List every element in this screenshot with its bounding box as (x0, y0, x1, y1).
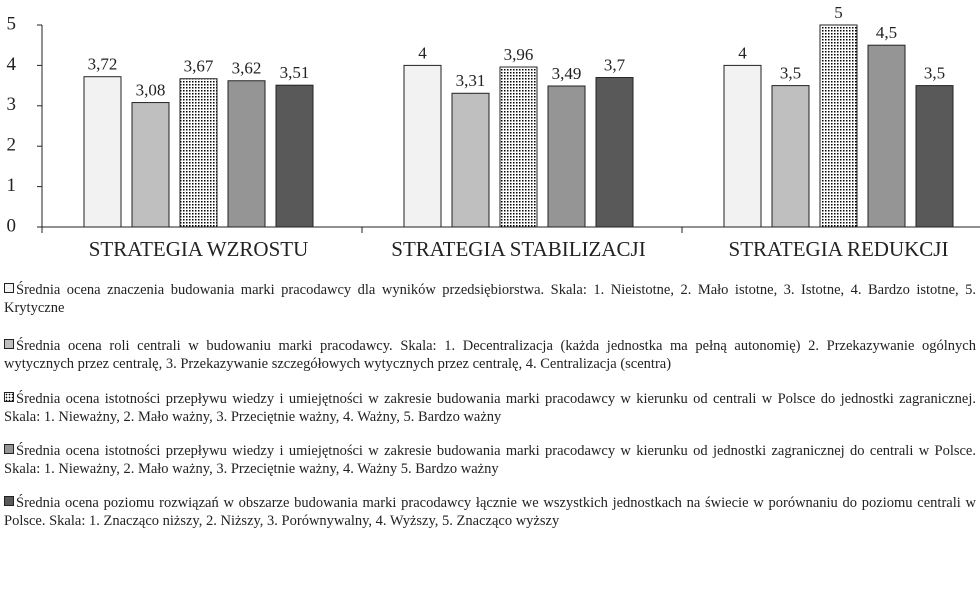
legend-swatch (4, 444, 14, 454)
x-tick-label: STRATEGIA REDUKCJI (729, 237, 949, 261)
y-tick-label: 5 (7, 13, 17, 34)
chart: 0 1 2 3 4 5 STRATEGIA WZROSTU 3,72 3,08 3,67 3,62 3… (7, 3, 980, 261)
value-label: 3,72 (88, 55, 118, 74)
x-tick-label: STRATEGIA STABILIZACJI (391, 237, 645, 261)
legend-label: Średnia ocena poziomu rozwiązań w obszar… (4, 495, 976, 529)
bar (499, 66, 538, 228)
value-label: 3,62 (232, 59, 262, 78)
bar (915, 85, 954, 228)
legend-label: Średnia ocena znaczenia budowania marki … (4, 282, 976, 316)
value-label: 3,67 (184, 57, 214, 76)
legend-swatch (4, 392, 14, 402)
bar (227, 80, 266, 228)
bar (451, 92, 490, 228)
bar (771, 85, 810, 228)
value-label: 3,31 (456, 71, 486, 90)
bar (83, 76, 122, 228)
value-label: 4 (418, 43, 427, 62)
legend-entry: Średnia ocena znaczenia budowania marki … (4, 282, 976, 317)
value-label: 4,5 (876, 23, 897, 42)
legend-entry: Średnia ocena roli centrali w budowaniu … (4, 338, 976, 373)
value-label: 3,96 (504, 45, 534, 64)
bar (179, 78, 218, 228)
value-label: 5 (834, 3, 843, 22)
legend-label: Średnia ocena istotności przepływu wiedz… (4, 391, 976, 425)
legend-swatch (4, 283, 14, 293)
bar (819, 24, 858, 228)
y-tick-label: 3 (7, 94, 17, 115)
bar (403, 64, 442, 228)
legend-entry: Średnia ocena poziomu rozwiązań w obszar… (4, 495, 976, 530)
value-label: 4 (738, 43, 747, 62)
bar (723, 64, 762, 228)
value-label: 3,5 (924, 64, 945, 83)
y-tick-label: 4 (7, 54, 17, 75)
value-label: 3,08 (136, 80, 166, 99)
x-tick-label: STRATEGIA WZROSTU (89, 237, 309, 261)
bar (131, 102, 170, 228)
value-label: 3,7 (604, 55, 626, 74)
legend-label: Średnia ocena istotności przepływu wiedz… (4, 443, 976, 477)
value-label: 3,51 (280, 63, 310, 82)
legend-entry: Średnia ocena istotności przepływu wiedz… (4, 443, 976, 478)
value-label: 3,49 (552, 64, 582, 83)
y-tick-label: 2 (7, 135, 17, 156)
y-tick-label: 0 (7, 215, 17, 236)
legend-entry: Średnia ocena istotności przepływu wiedz… (4, 391, 976, 426)
legend-swatch (4, 339, 14, 349)
bar (547, 85, 586, 228)
legend-swatch (4, 496, 14, 506)
bar (275, 84, 314, 228)
y-tick-label: 1 (7, 175, 17, 196)
value-label: 3,5 (780, 64, 801, 83)
bar (595, 77, 634, 228)
bar (867, 44, 906, 228)
legend-label: Średnia ocena roli centrali w budowaniu … (4, 338, 976, 372)
